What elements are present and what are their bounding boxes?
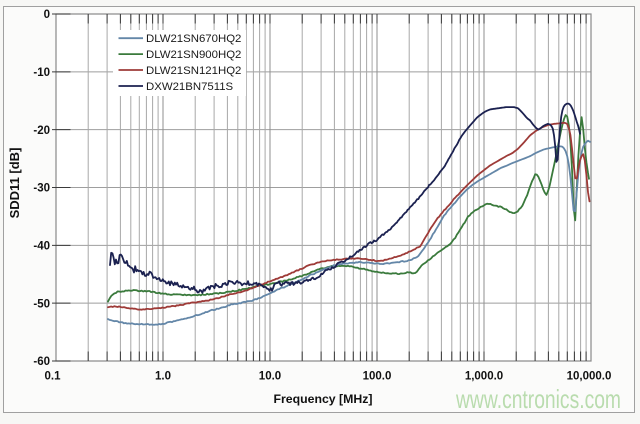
svg-text:SDD11 [dB]: SDD11 [dB] (7, 148, 22, 219)
svg-text:-40: -40 (33, 240, 50, 252)
svg-text:-50: -50 (33, 298, 50, 310)
svg-text:DXW21BN7511S: DXW21BN7511S (146, 81, 234, 93)
svg-text:100.0: 100.0 (363, 371, 392, 383)
svg-text:0.1: 0.1 (45, 371, 62, 383)
svg-text:DLW21SN121HQ2: DLW21SN121HQ2 (146, 65, 241, 77)
svg-text:Frequency [MHz]: Frequency [MHz] (273, 392, 372, 406)
svg-text:DLW21SN670HQ2: DLW21SN670HQ2 (146, 33, 241, 45)
svg-text:DLW21SN900HQ2: DLW21SN900HQ2 (146, 49, 241, 61)
svg-text:1,000.0: 1,000.0 (465, 371, 503, 383)
svg-text:0: 0 (44, 9, 50, 21)
svg-text:10.0: 10.0 (259, 371, 281, 383)
svg-text:1.0: 1.0 (155, 371, 171, 383)
svg-text:-60: -60 (33, 356, 50, 368)
svg-text:-20: -20 (33, 125, 50, 137)
svg-text:www.cntronics.com: www.cntronics.com (455, 384, 621, 414)
svg-text:10,000.0: 10,000.0 (567, 371, 612, 383)
svg-text:-30: -30 (33, 183, 50, 195)
svg-text:-10: -10 (33, 67, 50, 79)
